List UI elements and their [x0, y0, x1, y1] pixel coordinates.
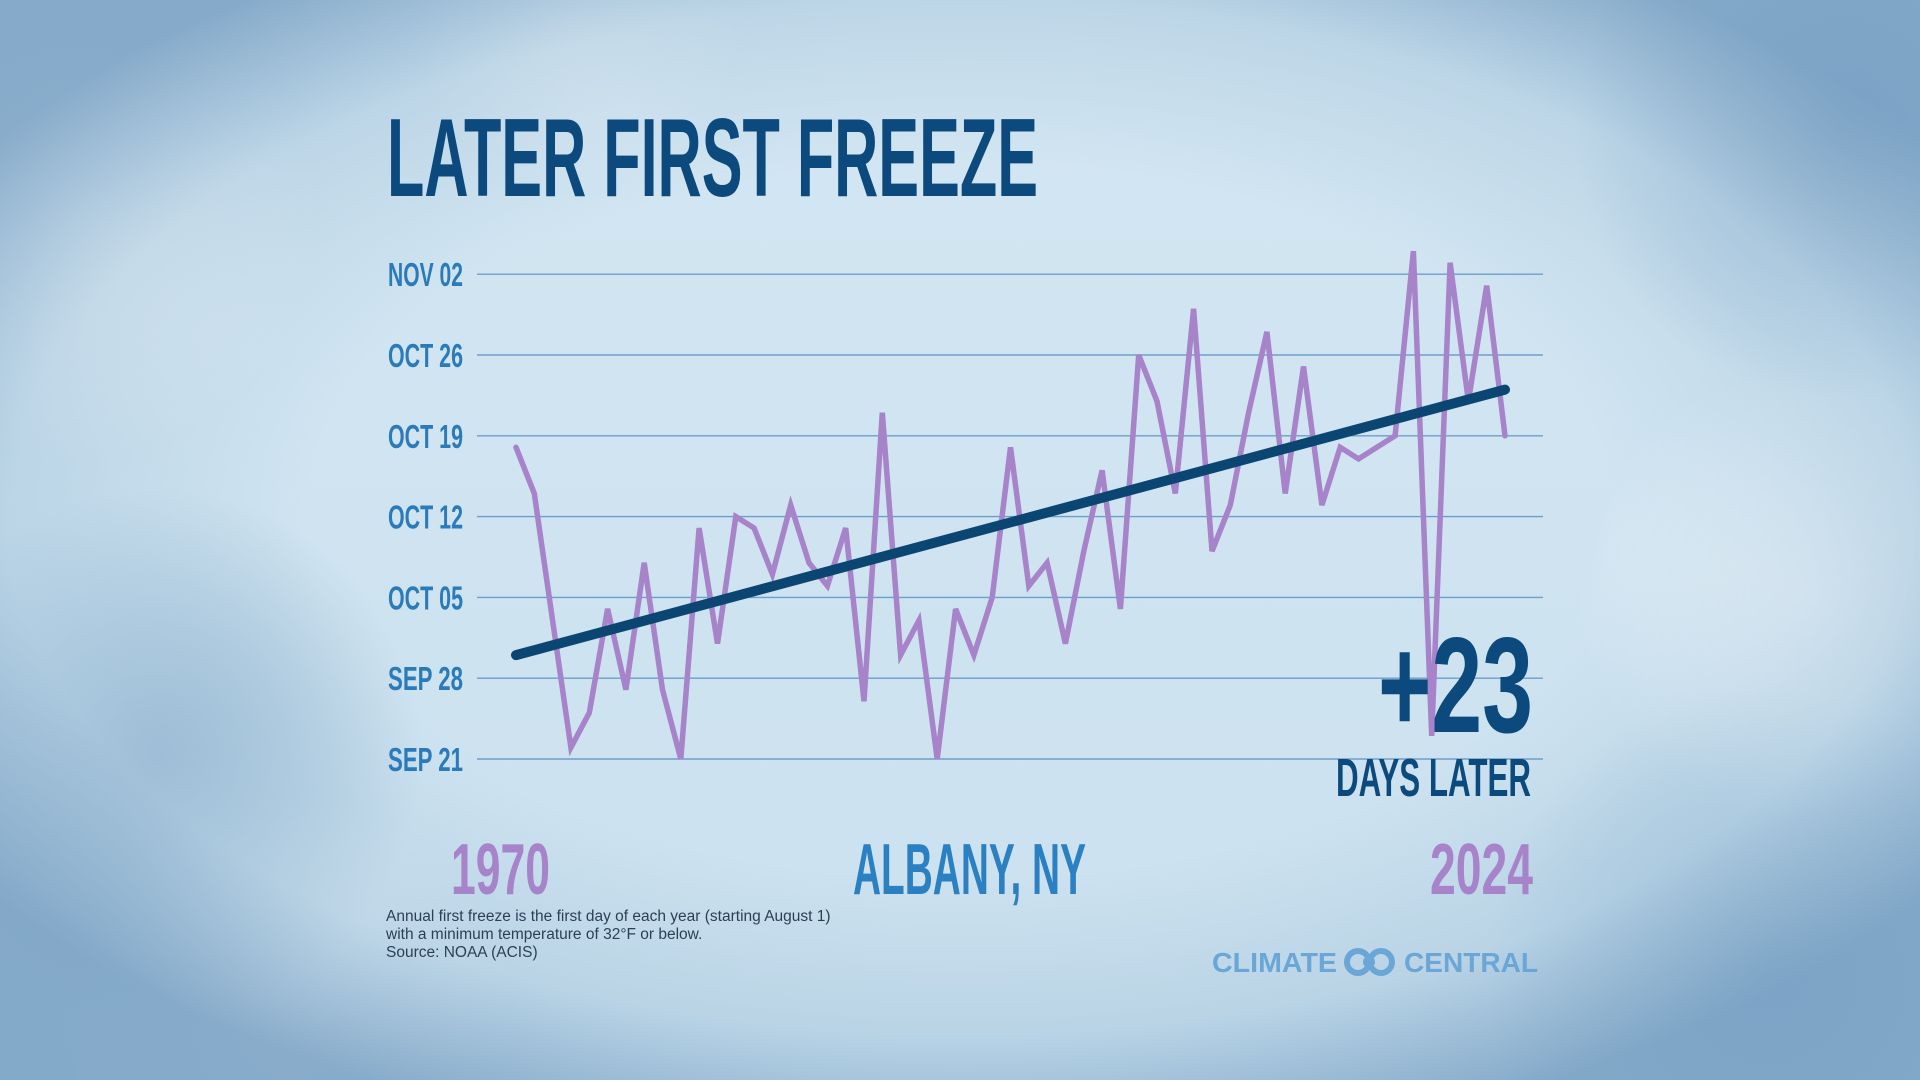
y-tick-label: SEP 28 [388, 660, 463, 697]
y-tick-label: NOV 02 [388, 256, 463, 293]
logo-text-right: CENTRAL [1404, 947, 1538, 978]
footnote-line: Annual first freeze is the first day of … [386, 908, 831, 925]
change-label: DAYS LATER [1336, 748, 1531, 808]
change-value: +23 [1378, 609, 1533, 761]
footnote-source: Source: NOAA (ACIS) [386, 944, 538, 961]
y-tick-label: OCT 12 [388, 499, 463, 536]
climate-central-logo: CLIMATE CENTRAL [1212, 947, 1538, 978]
y-tick-label: OCT 19 [388, 418, 463, 455]
logo-rings-icon [1344, 948, 1395, 976]
page-title: LATER FIRST FREEZE [387, 96, 1038, 220]
footnote: Annual first freeze is the first day of … [386, 908, 831, 962]
y-tick-label: OCT 05 [388, 579, 463, 616]
y-tick-label: OCT 26 [388, 337, 463, 374]
footnote-line: with a minimum temperature of 32°F or be… [386, 926, 703, 943]
y-axis-labels: SEP 21 SEP 28 OCT 05 OCT 12 OCT 19 OCT 26 NOV … [388, 256, 463, 778]
gridlines [477, 273, 1543, 760]
start-year-label: 1970 [451, 830, 550, 910]
trend-line [511, 384, 1510, 661]
first-freeze-series-line [513, 250, 1508, 760]
end-year-label: 2024 [1430, 830, 1533, 910]
series-layer [511, 250, 1510, 760]
location-label: ALBANY, NY [853, 830, 1086, 910]
logo-text-left: CLIMATE [1212, 947, 1337, 978]
y-tick-label: SEP 21 [388, 741, 463, 778]
